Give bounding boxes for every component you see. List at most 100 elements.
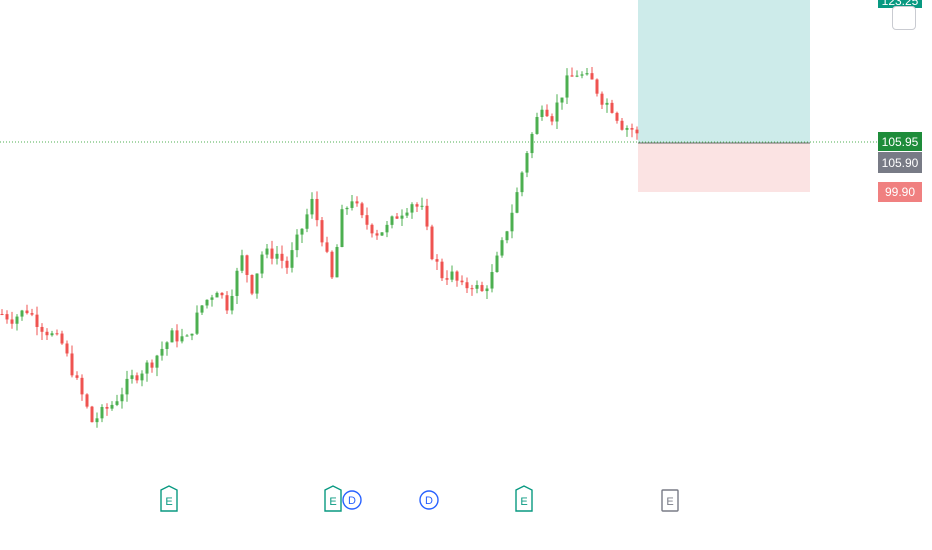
candle-body <box>370 224 374 234</box>
event-earnings-1[interactable]: E <box>160 485 178 512</box>
candle-body <box>215 292 219 298</box>
candle-body <box>440 261 444 279</box>
candle-body <box>395 216 399 219</box>
event-letter: E <box>329 496 336 508</box>
candle-body <box>35 314 39 327</box>
candle-body <box>95 418 99 423</box>
candle-body <box>405 212 409 216</box>
candle-body <box>235 270 239 296</box>
candle-body <box>275 253 279 259</box>
candle-body <box>635 129 639 134</box>
candle-body <box>495 255 499 273</box>
candle-body <box>115 401 119 405</box>
entry-price-label: 105.95 <box>878 132 922 151</box>
candle-body <box>515 192 519 213</box>
candle-body <box>630 128 634 130</box>
candle-body <box>120 394 124 402</box>
candle-body <box>480 285 484 292</box>
candle-body <box>90 406 94 423</box>
earnings-upcoming-icon <box>661 489 679 512</box>
candle-body <box>175 330 179 342</box>
candle-body <box>160 348 164 356</box>
event-letter: E <box>520 496 527 508</box>
candle-body <box>40 326 44 332</box>
candle-body <box>610 102 614 113</box>
stop-zone[interactable] <box>638 143 810 192</box>
event-dividend-1[interactable]: D <box>342 490 362 510</box>
candle-body <box>390 216 394 225</box>
candle-body <box>315 198 319 221</box>
candle-body <box>470 288 474 290</box>
candles-group <box>0 67 639 428</box>
candle-body <box>165 342 169 349</box>
stop-label-bg <box>878 182 922 202</box>
candle-body <box>270 248 274 259</box>
candle-body <box>185 335 189 337</box>
candle-body <box>560 97 564 103</box>
event-earnings-upcoming[interactable]: E <box>661 489 679 512</box>
candle-body <box>5 314 9 320</box>
candle-body <box>580 74 584 76</box>
candle-body <box>150 362 154 368</box>
entry-label-bg <box>878 132 922 151</box>
settings-button[interactable] <box>892 6 916 30</box>
candle-body <box>615 112 619 121</box>
candle-body <box>20 310 24 317</box>
candle-body <box>445 278 449 280</box>
candle-body <box>540 109 544 117</box>
candle-body <box>110 404 114 409</box>
event-letter: D <box>348 495 356 507</box>
earnings-icon <box>324 485 342 512</box>
event-earnings-2[interactable]: E <box>324 485 342 512</box>
candle-body <box>240 255 244 271</box>
candle-body <box>50 333 54 336</box>
candle-body <box>55 333 59 335</box>
candle-body <box>80 377 84 395</box>
candle-body <box>255 273 259 294</box>
candle-body <box>340 209 344 247</box>
candle-body <box>290 250 294 268</box>
candle-body <box>295 234 299 251</box>
earnings-icon <box>160 485 178 512</box>
candle-body <box>305 214 309 229</box>
event-dividend-2[interactable]: D <box>419 490 439 510</box>
candle-body <box>520 172 524 193</box>
candle-body <box>250 274 254 294</box>
current-label-text: 105.90 <box>882 156 919 170</box>
event-letter: D <box>425 495 433 507</box>
candle-body <box>0 314 4 315</box>
candle-body <box>75 375 79 378</box>
candle-body <box>400 215 404 219</box>
candle-body <box>600 93 604 105</box>
candle-body <box>140 373 144 381</box>
candle-body <box>605 102 609 105</box>
candle-body <box>535 116 539 134</box>
candle-body <box>245 255 249 275</box>
candle-body <box>590 73 594 80</box>
target-price-label: 123.25 <box>878 0 922 8</box>
candle-body <box>200 305 204 313</box>
candle-body <box>505 231 509 241</box>
candle-body <box>485 288 489 292</box>
candle-body <box>585 73 589 75</box>
candle-body <box>425 205 429 227</box>
candle-body <box>170 330 174 343</box>
stop-label-text: 99.90 <box>885 185 915 199</box>
event-letter: E <box>666 496 673 508</box>
target-zone[interactable] <box>638 0 810 143</box>
target-label-text: 123.25 <box>882 0 919 8</box>
candle-body <box>310 198 314 215</box>
candle-body <box>620 120 624 130</box>
event-earnings-3[interactable]: E <box>515 485 533 512</box>
candle-body <box>195 312 199 334</box>
candle-body <box>375 233 379 236</box>
candle-body <box>300 228 304 235</box>
candle-body <box>105 407 109 409</box>
candle-body <box>345 207 349 210</box>
candle-body <box>435 259 439 262</box>
candle-body <box>135 375 139 381</box>
candle-body <box>155 355 159 368</box>
candle-body <box>380 232 384 236</box>
candle-body <box>565 75 569 98</box>
